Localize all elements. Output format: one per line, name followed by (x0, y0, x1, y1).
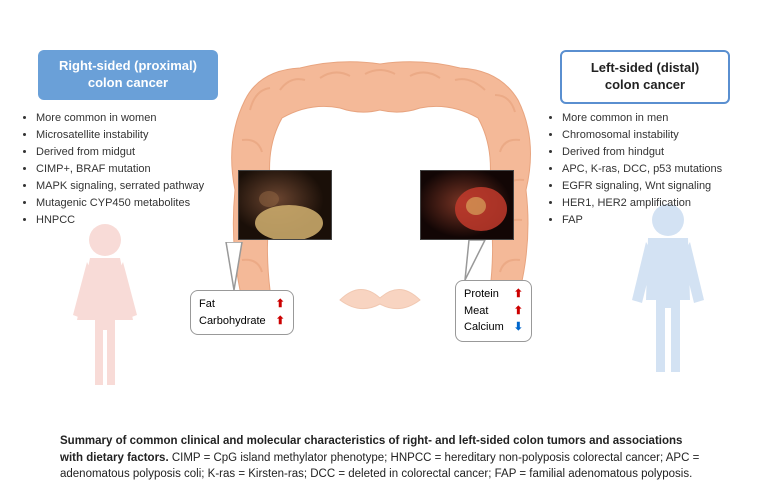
arrow-up-icon: ⬆ (276, 313, 285, 330)
diet-row: Calcium ⬇ (464, 319, 523, 336)
diet-row: Meat ⬆ (464, 303, 523, 320)
arrow-down-icon: ⬇ (514, 319, 523, 336)
diet-row: Protein ⬆ (464, 286, 523, 303)
diet-label: Calcium (464, 319, 504, 336)
bullet-item: MAPK signaling, serrated pathway (36, 178, 242, 195)
endoscopy-image-right-colon (238, 170, 332, 240)
bullet-item: Microsatellite instability (36, 127, 242, 144)
arrow-up-icon: ⬆ (514, 286, 523, 303)
bullet-item: More common in women (36, 110, 242, 127)
callout-tail-left (220, 242, 250, 292)
female-silhouette (55, 220, 155, 390)
endoscopy-image-left-colon (420, 170, 514, 240)
right-sided-bullets: More common in womenMicrosatellite insta… (22, 110, 242, 229)
bullet-item: APC, K-ras, DCC, p53 mutations (562, 161, 762, 178)
arrow-up-icon: ⬆ (276, 296, 285, 313)
diet-label: Protein (464, 286, 499, 303)
bullet-item: HER1, HER2 amplification (562, 195, 762, 212)
diet-label: Carbohydrate (199, 313, 266, 330)
bullet-item: Mutagenic CYP450 metabolites (36, 195, 242, 212)
arrow-up-icon: ⬆ (514, 303, 523, 320)
diet-row: Carbohydrate ⬆ (199, 313, 285, 330)
left-sided-header: Left-sided (distal)colon cancer (560, 50, 730, 104)
diet-callout-left-colon: Protein ⬆ Meat ⬆ Calcium ⬇ (455, 280, 532, 342)
bullet-item: FAP (562, 212, 762, 229)
figure-caption: Summary of common clinical and molecular… (60, 433, 702, 483)
bullet-item: CIMP+, BRAF mutation (36, 161, 242, 178)
bullet-item: EGFR signaling, Wnt signaling (562, 178, 762, 195)
diet-label: Fat (199, 296, 215, 313)
diet-callout-right-colon: Fat ⬆ Carbohydrate ⬆ (190, 290, 294, 335)
right-sided-header: Right-sided (proximal)colon cancer (38, 50, 218, 100)
bullet-item: HNPCC (36, 212, 242, 229)
left-sided-bullets: More common in menChromosomal instabilit… (548, 110, 762, 229)
callout-tail-right (463, 240, 493, 282)
diet-label: Meat (464, 303, 488, 320)
bullet-item: Derived from midgut (36, 144, 242, 161)
bullet-item: More common in men (562, 110, 762, 127)
diet-row: Fat ⬆ (199, 296, 285, 313)
bullet-item: Derived from hindgut (562, 144, 762, 161)
bullet-item: Chromosomal instability (562, 127, 762, 144)
